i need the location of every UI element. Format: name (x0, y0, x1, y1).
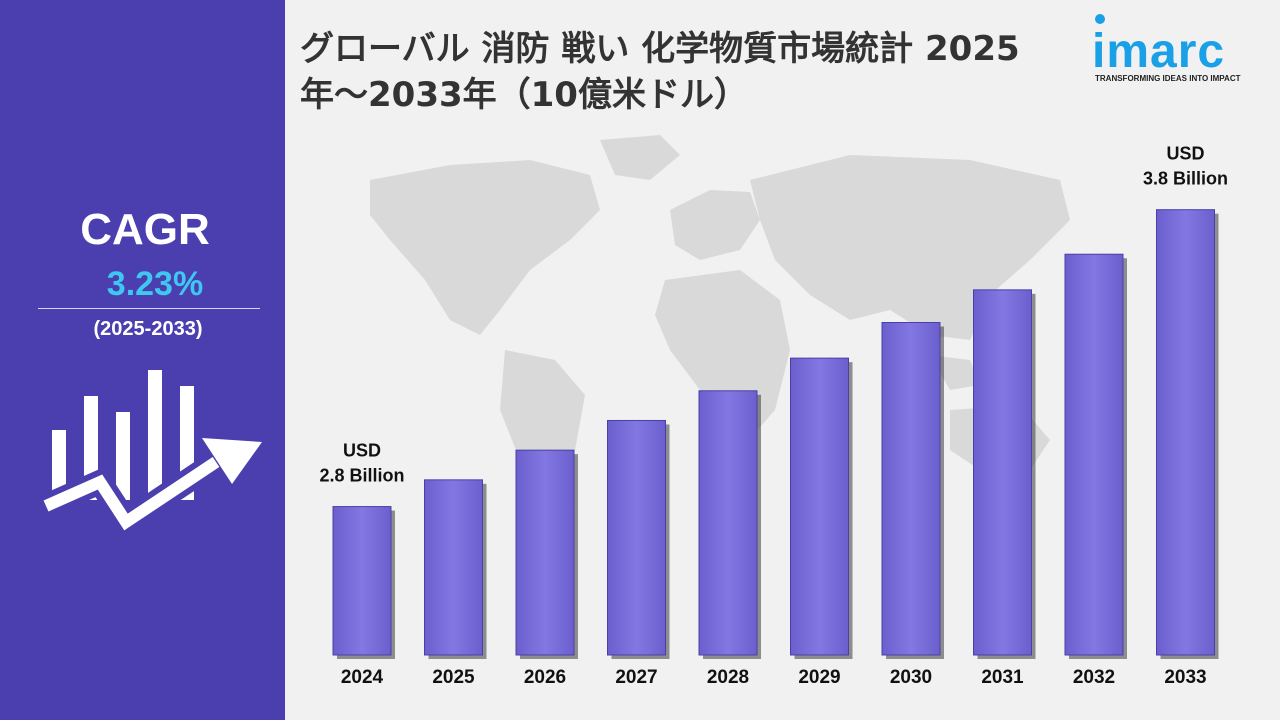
bar-2028 (698, 390, 758, 656)
cagr-divider (38, 308, 260, 309)
x-tick-label: 2028 (707, 667, 749, 688)
logo-dot (1095, 14, 1105, 24)
bar-2029 (790, 357, 849, 656)
bar-2025 (424, 479, 483, 656)
bar-2024 (332, 506, 392, 656)
growth-chart-icon (41, 370, 262, 535)
x-tick-label: 2025 (432, 667, 475, 688)
data-label-value: 2.8 Billion (319, 466, 404, 486)
x-tick-label: 2026 (524, 667, 566, 688)
x-tick-label: 2031 (981, 667, 1024, 688)
cagr-period: (2025-2033) (93, 318, 203, 340)
bar-2031 (973, 289, 1032, 656)
x-tick-label: 2027 (615, 667, 657, 688)
x-tick-label: 2024 (341, 667, 384, 688)
x-tick-label: 2029 (798, 667, 840, 688)
x-tick-label: 2033 (1164, 667, 1206, 688)
bar-chart: 2024 2025 2026 2027 2028 2029 2030 2031 2032 2033… (319, 144, 1228, 688)
cagr-value: 3.23% (106, 265, 204, 303)
chart-title-line2: 年～2033年（10億米ドル） (300, 75, 748, 115)
chart-title: グローバル 消防 戦い 化学物質市場統計 2025 年～2033年（10億米ドル… (300, 26, 1080, 118)
data-label-currency: USD (1166, 144, 1204, 164)
cagr-sidebar: CAGR 3.23% (2025-2033) (0, 0, 285, 720)
x-tick-label: 2032 (1073, 667, 1115, 688)
data-label-value: 3.8 Billion (1143, 169, 1228, 189)
chart-title-line1: グローバル 消防 戦い 化学物質市場統計 2025 (300, 29, 1020, 69)
bar-2026 (515, 449, 575, 656)
bar-2033 (1156, 209, 1215, 656)
imarc-logo: imarc TRANSFORMING IDEAS INTO IMPACT (1090, 10, 1270, 90)
x-tick-label: 2030 (890, 667, 932, 688)
data-label-currency: USD (343, 441, 381, 461)
logo-wordmark: imarc (1092, 25, 1226, 78)
bar-2032 (1064, 253, 1124, 656)
logo-tagline: TRANSFORMING IDEAS INTO IMPACT (1095, 74, 1241, 83)
bar-2027 (607, 419, 666, 656)
cagr-label: CAGR (80, 205, 210, 254)
bar-2030 (881, 322, 941, 656)
